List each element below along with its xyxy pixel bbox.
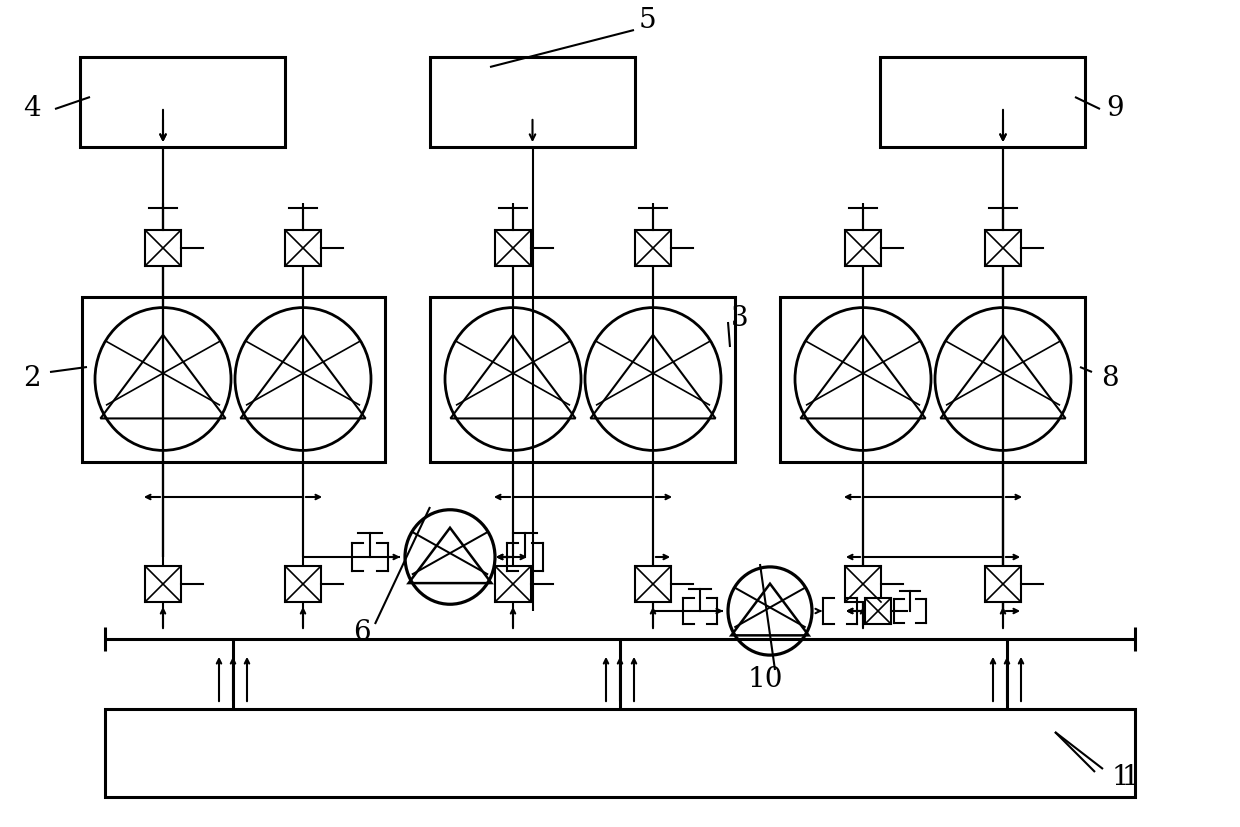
Bar <box>430 298 735 462</box>
Bar <box>285 566 321 602</box>
Text: 2: 2 <box>24 364 41 391</box>
Bar <box>985 231 1021 266</box>
Text: 5: 5 <box>639 7 656 33</box>
Text: 6: 6 <box>353 619 371 646</box>
Bar <box>285 231 321 266</box>
Bar <box>880 58 1085 148</box>
Bar <box>430 58 635 148</box>
Text: 4: 4 <box>24 94 41 122</box>
Bar <box>844 231 880 266</box>
Bar <box>145 566 181 602</box>
Bar <box>105 709 1135 797</box>
Bar <box>495 231 531 266</box>
Text: 1: 1 <box>1121 763 1138 791</box>
Bar <box>866 598 892 624</box>
Text: 9: 9 <box>1106 94 1123 122</box>
Bar <box>635 566 671 602</box>
Text: 1: 1 <box>1111 763 1128 791</box>
Bar <box>780 298 1085 462</box>
Bar <box>495 566 531 602</box>
Bar <box>82 298 384 462</box>
Text: 3: 3 <box>732 304 749 331</box>
Bar <box>985 566 1021 602</box>
Text: 10: 10 <box>748 666 782 693</box>
Bar <box>844 566 880 602</box>
Bar <box>635 231 671 266</box>
Bar <box>81 58 285 148</box>
Bar <box>145 231 181 266</box>
Text: 8: 8 <box>1101 364 1118 391</box>
